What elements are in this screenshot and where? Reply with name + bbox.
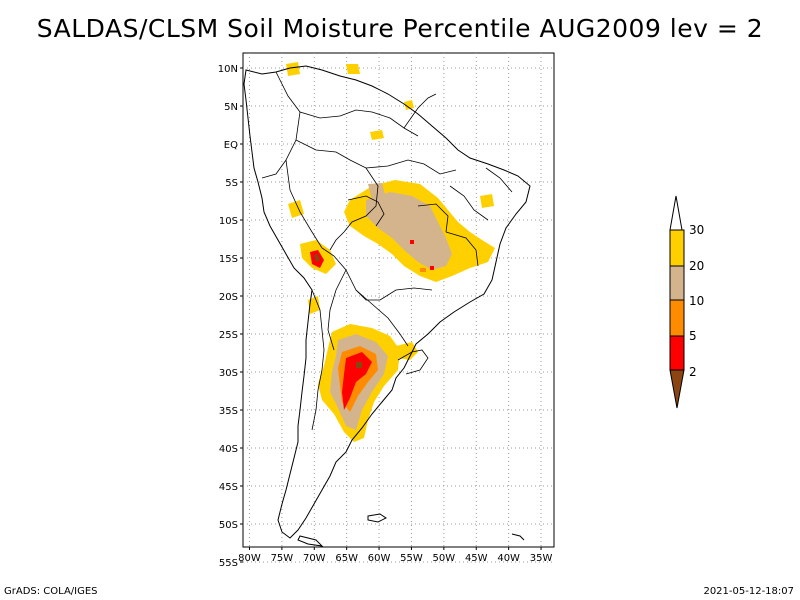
shade-bolivia-brown: [314, 254, 320, 262]
legend-label-10: 10: [689, 294, 704, 308]
lat-tick-label: 35S: [219, 406, 238, 417]
shade-north-yellow-2: [346, 64, 360, 74]
legend-label-5: 5: [689, 329, 697, 343]
lat-tick-label: 5S: [225, 178, 238, 189]
lat-tick-label: 15S: [219, 254, 238, 265]
lat-tick-label: 55S: [219, 558, 238, 569]
legend-label-20: 20: [689, 259, 704, 273]
shade-argentina-dark: [356, 362, 362, 368]
legend-band-below-2: [669, 369, 685, 409]
shade-orange-dot: [420, 268, 426, 272]
legend-label-30: 30: [689, 223, 704, 237]
lon-tick-label: 35W: [530, 553, 553, 564]
lat-tick-label: EQ: [224, 140, 238, 151]
lon-tick-label: 80W: [238, 553, 261, 564]
legend-colorbar: 30 20 10 5 2: [669, 195, 704, 409]
shade-north-yellow-1: [286, 62, 300, 76]
country-borders: [261, 71, 513, 431]
lon-tick-label: 70W: [303, 553, 326, 564]
shade-red-dot-2: [430, 266, 434, 270]
shade-uruguay-yellow: [396, 342, 418, 360]
lon-tick-label: 45W: [465, 553, 488, 564]
axis-tick-labels: 10N 5N EQ 5S 10S 15S 20S 25S 30S 35S 40S 45S 50S 55S 8…: [218, 64, 553, 569]
tierra-del-fuego: [297, 535, 324, 547]
lon-tick-label: 75W: [271, 553, 294, 564]
lon-tick-label: 40W: [497, 553, 520, 564]
footer-credit: GrADS: COLA/IGES: [4, 586, 98, 597]
map-frame: [242, 52, 555, 548]
footer-timestamp: 2021-05-12-18:07: [703, 586, 794, 597]
continent-outlines: [243, 65, 531, 547]
falkland-islands: [367, 513, 387, 523]
south-georgia: [511, 533, 525, 541]
lat-tick-label: 25S: [219, 330, 238, 341]
legend-band-20-30: [669, 229, 685, 267]
legend-band-above-30: [669, 195, 683, 231]
lon-tick-label: 50W: [433, 553, 456, 564]
legend-band-2-5: [669, 335, 685, 371]
lat-tick-label: 30S: [219, 368, 238, 379]
lat-tick-label: 10N: [218, 64, 238, 75]
lat-tick-label: 45S: [219, 482, 238, 493]
south-america-coastline: [243, 65, 531, 539]
lon-tick-label: 55W: [400, 553, 423, 564]
shade-north-yellow-3: [404, 100, 414, 110]
percentile-shading: [286, 62, 495, 442]
legend-band-10-20: [669, 265, 685, 301]
lat-tick-label: 20S: [219, 292, 238, 303]
shade-north-yellow-4: [370, 130, 384, 140]
lat-tick-label: 50S: [219, 520, 238, 531]
shade-east-yellow: [480, 194, 494, 208]
shade-brazil-tan: [366, 192, 452, 270]
legend-band-5-10: [669, 299, 685, 337]
shade-west-yellow: [288, 200, 304, 218]
map-title: SALDAS/CLSM Soil Moisture Percentile AUG…: [36, 14, 764, 43]
lat-tick-label: 10S: [219, 216, 238, 227]
legend-label-2: 2: [689, 365, 697, 379]
lon-tick-label: 65W: [335, 553, 358, 564]
lat-tick-label: 5N: [224, 102, 238, 113]
lat-tick-label: 40S: [219, 444, 238, 455]
lon-tick-label: 60W: [368, 553, 391, 564]
shade-brazil-tan2: [368, 183, 386, 200]
shade-argentina-red: [342, 352, 372, 410]
shade-red-dot-1: [410, 240, 414, 244]
